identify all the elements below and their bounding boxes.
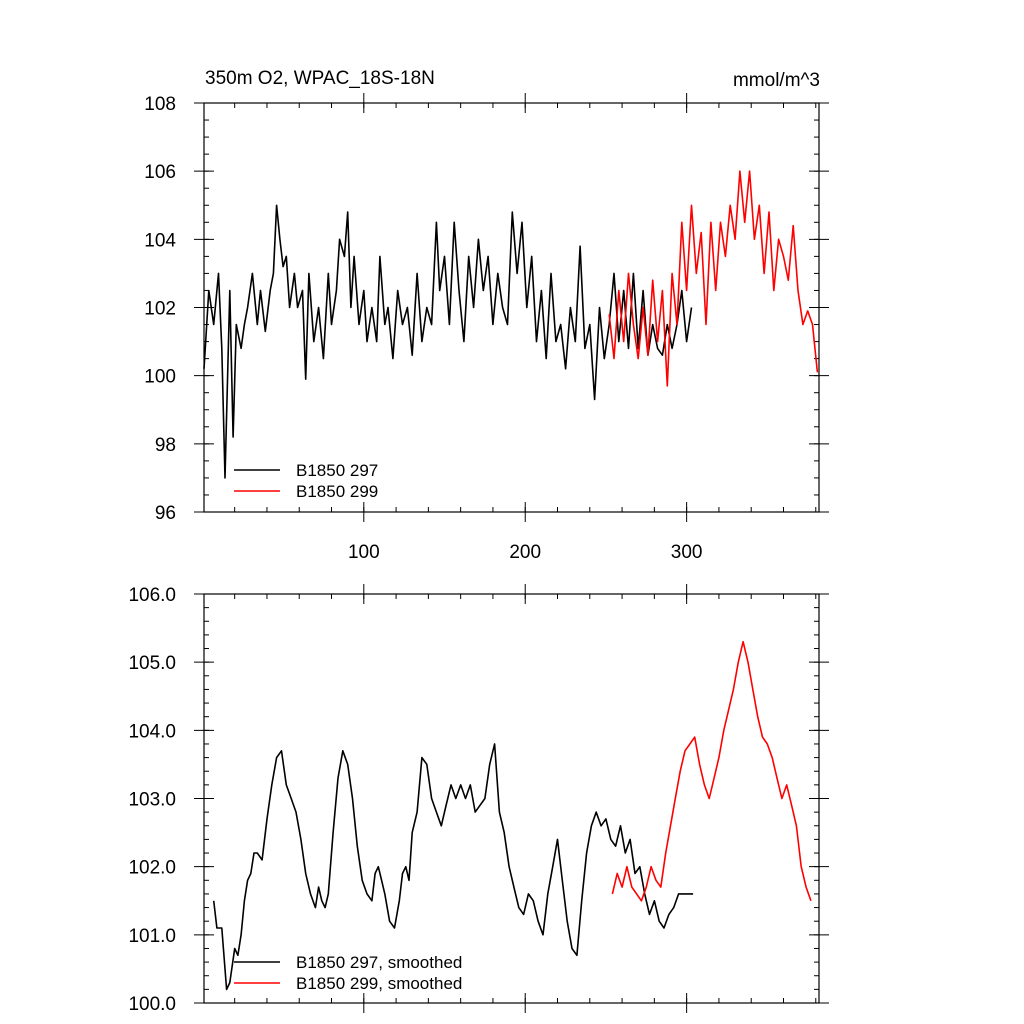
top-y-tick-label: 100 [144,367,176,388]
bottom-y-tick-label: 102.0 [128,858,176,879]
bottom-y-tick-label: 105.0 [128,653,176,674]
top-y-tick-label: 98 [155,435,176,456]
bottom-y-tick-label: 106.0 [128,585,176,606]
bottom-y-tick-label: 101.0 [128,926,176,947]
bottom-series-line-297 [212,743,694,991]
top-y-tick-label: 104 [144,230,176,251]
top-title: 350m O2, WPAC_18S-18N [205,68,435,89]
top-legend-label-299: B1850 299 [296,482,378,501]
bottom-y-tick-label: 104.0 [128,721,176,742]
top-legend: B1850 297 B1850 299 [234,461,378,501]
bottom-x-ticks [234,584,817,1013]
top-y-ticks: 96 98 100 102 104 106 108 [144,94,829,524]
top-series-line-297 [203,204,693,479]
top-y-tick-label: 102 [144,299,176,320]
top-panel: 350m O2, WPAC_18S-18N mmol/m^3 969810010… [144,68,829,563]
bottom-legend: B1850 297, smoothed B1850 299, smoothed [234,953,462,993]
bottom-panel: 100.0 101.0 102.0 103.0 104.0 105.0 106.0 B185… [128,584,829,1015]
bottom-legend-label-297: B1850 297, smoothed [296,953,462,972]
top-units: mmol/m^3 [733,70,820,91]
bottom-y-ticks: 100.0 101.0 102.0 103.0 104.0 105.0 106.0 [128,585,829,1015]
bottom-y-tick-label: 100.0 [128,994,176,1015]
top-series [203,170,819,479]
top-y-tick-label: 108 [144,94,176,115]
top-y-tick-label: 106 [144,162,176,183]
bottom-legend-label-299: B1850 299, smoothed [296,974,462,993]
top-x-tick-label: 300 [671,542,703,563]
top-x-tick-label: 200 [509,542,541,563]
top-x-ticks: 100 200 300 [234,93,817,563]
top-y-tick-label: 96 [155,503,176,524]
bottom-frame [203,593,820,1004]
bottom-series [212,640,812,991]
top-legend-label-297: B1850 297 [296,461,378,480]
bottom-series-line-299 [611,640,812,902]
bottom-y-tick-label: 103.0 [128,790,176,811]
top-x-tick-label: 100 [348,542,380,563]
top-series-line-299 [608,170,819,387]
top-frame [203,102,820,513]
